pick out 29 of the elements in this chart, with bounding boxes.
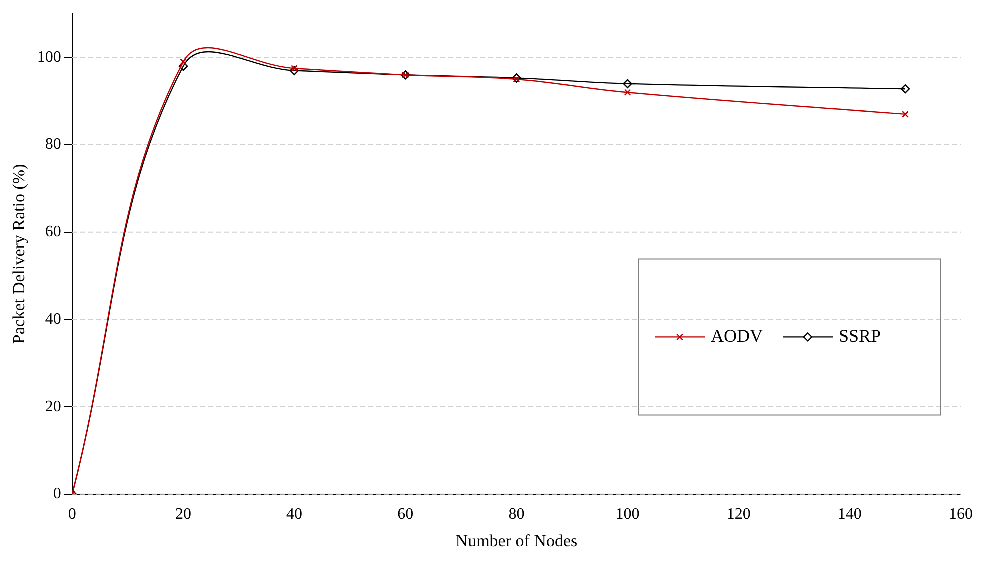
y-tick-label: 60 bbox=[45, 224, 62, 241]
x-tick-label: 0 bbox=[68, 506, 76, 524]
x-tick-label: 140 bbox=[838, 506, 862, 524]
x-tick-label: 20 bbox=[175, 506, 192, 524]
point bbox=[513, 76, 520, 83]
y-tick-label: 20 bbox=[45, 398, 62, 416]
legend-label: SSRP bbox=[838, 326, 882, 346]
point bbox=[180, 58, 187, 66]
y-tick-label: 80 bbox=[45, 136, 62, 154]
point bbox=[291, 65, 298, 72]
x-tick-label: 100 bbox=[616, 506, 640, 524]
point bbox=[900, 84, 910, 94]
legend-label: AODV bbox=[711, 326, 763, 346]
point bbox=[623, 79, 632, 89]
x-tick-label: 160 bbox=[949, 506, 973, 524]
x-tick-label: 120 bbox=[726, 506, 751, 524]
point bbox=[902, 110, 909, 118]
y-axis-title: Packet Delivery Ratio (%) bbox=[10, 164, 29, 344]
point bbox=[290, 66, 300, 76]
y-tick-label: 40 bbox=[45, 310, 62, 328]
x-axis-title: Number of Nodes bbox=[456, 531, 578, 550]
x-tick-label: 80 bbox=[508, 506, 525, 524]
point bbox=[624, 89, 632, 96]
point bbox=[178, 62, 188, 72]
x-tick-label: 60 bbox=[398, 506, 414, 524]
y-tick-label: 100 bbox=[37, 48, 62, 66]
x-tick-label: 40 bbox=[286, 506, 303, 524]
y-tick-label: 0 bbox=[53, 486, 62, 503]
point bbox=[512, 74, 522, 83]
